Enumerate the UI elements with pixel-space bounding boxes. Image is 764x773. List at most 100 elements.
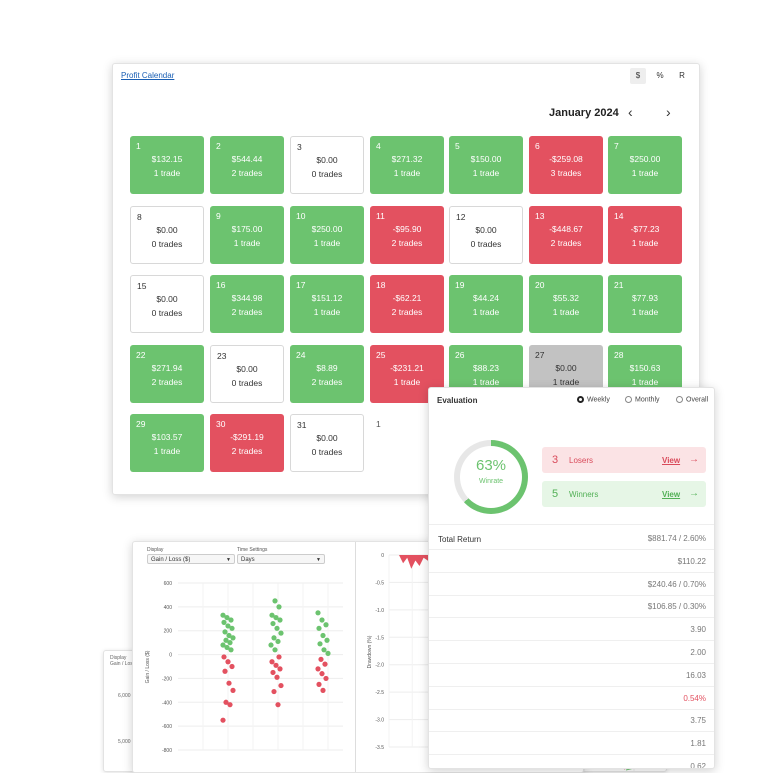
calendar-day[interactable]: 21 $77.93 1 trade	[608, 275, 682, 333]
radio-unselected-icon	[625, 396, 632, 403]
day-trades: 1 trade	[153, 446, 181, 456]
winrate-label: Winrate	[478, 478, 504, 485]
calendar-day[interactable]: 9 $175.00 1 trade	[210, 206, 284, 264]
calendar-day[interactable]: 19 $44.24 1 trade	[449, 275, 523, 333]
caret-down-icon: ▼	[316, 557, 321, 563]
calendar-day[interactable]: 11 -$95.90 2 trades	[370, 206, 444, 264]
calendar-day[interactable]: 31 $0.00 0 trades	[290, 414, 364, 472]
calendar-day[interactable]: 4 $271.32 1 trade	[370, 136, 444, 194]
radio-overall[interactable]: Overall	[676, 396, 708, 403]
scatter-point	[319, 617, 325, 623]
day-number: 11	[376, 211, 385, 221]
scatter-point	[224, 644, 230, 651]
unit-dollar-button[interactable]: $	[630, 68, 646, 84]
calendar-day[interactable]: 15 $0.00 0 trades	[130, 275, 204, 333]
mini-display-value: Gain / Loss	[110, 661, 136, 667]
day-amount: $250.00	[311, 224, 343, 234]
scatter-point	[226, 680, 232, 686]
day-trades: 2 trades	[311, 377, 343, 387]
metric-divider	[429, 685, 714, 687]
calendar-day[interactable]: 12 $0.00 0 trades	[449, 206, 523, 264]
display-select[interactable]: Display Gain / Loss ($) ▼	[147, 547, 235, 564]
calendar-day[interactable]: 10 $250.00 1 trade	[290, 206, 364, 264]
radio-monthly[interactable]: Monthly	[625, 396, 660, 403]
unit-percent-button[interactable]: %	[656, 71, 664, 80]
calendar-day[interactable]: 1 $132.15 1 trade	[130, 136, 204, 194]
day-trades: 1 trade	[552, 307, 580, 317]
calendar-day[interactable]: 5 $150.00 1 trade	[449, 136, 523, 194]
scatter-point	[221, 654, 227, 660]
calendar-day[interactable]: 17 $151.12 1 trade	[290, 275, 364, 333]
day-amount: -$291.19	[230, 432, 264, 442]
day-number: 28	[614, 350, 624, 360]
day-trades: 1 trade	[631, 168, 659, 178]
y-tick-label: -1.0	[375, 608, 384, 614]
scatter-point	[273, 614, 279, 621]
winners-view-link[interactable]: View	[662, 490, 681, 499]
losers-count: 3	[552, 454, 559, 466]
calendar-day[interactable]: 14 -$77.23 1 trade	[608, 206, 682, 264]
day-amount: $77.93	[632, 293, 658, 303]
prev-month-chevron-icon[interactable]: ‹	[628, 104, 633, 120]
calendar-day[interactable]: 2 $544.44 2 trades	[210, 136, 284, 194]
day-number: 1	[376, 419, 381, 429]
y-tick-label: -0.5	[375, 580, 384, 586]
day-number: 17	[296, 280, 306, 290]
scatter-point	[318, 656, 324, 662]
day-number: 27	[535, 350, 545, 360]
caret-down-icon: ▼	[226, 557, 231, 563]
radio-weekly[interactable]: Weekly	[577, 396, 610, 403]
scatter-point	[276, 654, 282, 660]
y-tick-label: -200	[162, 676, 172, 682]
calendar-day[interactable]: 23 $0.00 0 trades	[210, 345, 284, 403]
scatter-point	[323, 675, 329, 682]
calendar-day[interactable]: 6 -$259.08 3 trades	[529, 136, 603, 194]
losers-view-link[interactable]: View	[662, 456, 681, 465]
day-trades: 1 trade	[472, 377, 500, 387]
profit-calendar-link[interactable]: Profit Calendar	[121, 71, 175, 80]
calendar-day[interactable]: 22 $271.94 2 trades	[130, 345, 204, 403]
day-trades: 0 trades	[231, 378, 263, 388]
day-number: 6	[535, 141, 540, 151]
scatter-point	[220, 642, 226, 648]
calendar-day[interactable]: 7 $250.00 1 trade	[608, 136, 682, 194]
day-trades: 2 trades	[231, 307, 263, 317]
day-number: 10	[296, 211, 306, 221]
day-number: 23	[217, 351, 227, 361]
calendar-day[interactable]: 24 $8.89 2 trades	[290, 345, 364, 403]
unit-r-button[interactable]: R	[679, 71, 685, 80]
day-number: 21	[614, 280, 624, 290]
day-amount: -$259.08	[549, 154, 583, 164]
metric-value: 3.90	[690, 625, 706, 635]
calendar-day[interactable]: 30 -$291.19 2 trades	[210, 414, 284, 472]
arrow-right-icon[interactable]: →	[689, 488, 699, 499]
scatter-point	[323, 622, 329, 628]
time-settings-value: Days	[241, 557, 255, 563]
calendar-day[interactable]: 13 -$448.67 2 trades	[529, 206, 603, 264]
scatter-point	[315, 666, 321, 672]
next-month-chevron-icon[interactable]: ›	[666, 104, 671, 120]
day-amount: $8.89	[316, 363, 338, 373]
display-select-value: Gain / Loss ($)	[151, 557, 191, 563]
scatter-point	[220, 612, 226, 618]
arrow-right-icon[interactable]: →	[689, 454, 699, 465]
radio-weekly-label: Weekly	[587, 396, 610, 404]
y-axis-label: Gain / Loss ($)	[145, 650, 151, 683]
y-tick-label: -1.5	[375, 635, 384, 641]
scatter-point	[269, 659, 275, 665]
day-number: 24	[296, 350, 306, 360]
scatter-point	[274, 625, 280, 631]
calendar-day[interactable]: 8 $0.00 0 trades	[130, 206, 204, 264]
calendar-day[interactable]: 3 $0.00 0 trades	[290, 136, 364, 194]
calendar-month: January 2024	[549, 107, 619, 119]
time-settings-select[interactable]: Time Settings Days ▼	[237, 547, 325, 564]
day-number: 3	[297, 142, 302, 152]
day-amount: -$448.67	[549, 224, 583, 234]
calendar-day[interactable]: 16 $344.98 2 trades	[210, 275, 284, 333]
scatter-point	[272, 647, 278, 653]
calendar-day[interactable]: 20 $55.32 1 trade	[529, 275, 603, 333]
scatter-point	[220, 717, 226, 723]
calendar-day[interactable]: 18 -$62.21 2 trades	[370, 275, 444, 333]
calendar-day[interactable]: 29 $103.57 1 trade	[130, 414, 204, 472]
day-number: 5	[455, 141, 460, 151]
